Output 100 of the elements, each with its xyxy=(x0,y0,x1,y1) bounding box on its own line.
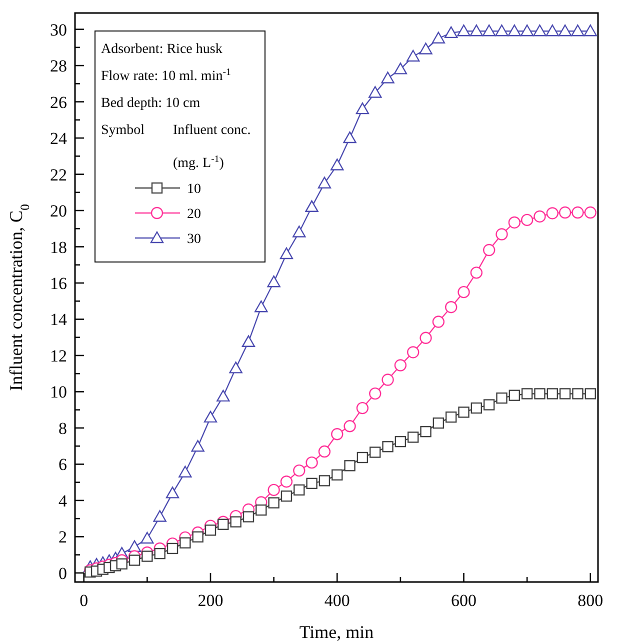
point xyxy=(496,228,508,240)
x-tick-label: 600 xyxy=(451,591,477,610)
point xyxy=(408,432,419,443)
y-tick-label: 28 xyxy=(50,56,67,76)
point xyxy=(191,440,204,452)
point xyxy=(432,417,444,429)
point xyxy=(242,335,256,347)
x-tick-label: 800 xyxy=(578,591,604,610)
point xyxy=(558,206,572,219)
point xyxy=(482,244,496,256)
point xyxy=(192,531,204,542)
point xyxy=(318,445,331,458)
y-tick-label: 20 xyxy=(50,202,67,221)
point xyxy=(584,206,596,219)
x-tick-label: 0 xyxy=(80,591,88,610)
point xyxy=(508,24,522,36)
point xyxy=(332,469,343,481)
point xyxy=(318,176,332,188)
point xyxy=(546,207,559,220)
point xyxy=(343,131,356,144)
point xyxy=(230,516,242,528)
x-tick-label: 400 xyxy=(324,591,350,610)
y-tick-label: 30 xyxy=(50,20,67,40)
point xyxy=(153,510,166,522)
y-tick-label: 14 xyxy=(50,310,68,330)
point xyxy=(294,484,305,496)
point xyxy=(268,484,280,496)
y-tick-label: 10 xyxy=(50,382,67,402)
point xyxy=(534,210,546,223)
point xyxy=(584,388,596,400)
point xyxy=(344,460,356,472)
point xyxy=(356,402,369,414)
point xyxy=(116,558,128,570)
point xyxy=(407,346,420,358)
point xyxy=(256,504,267,516)
y-tick-label: 0 xyxy=(58,564,67,583)
y-tick-label: 26 xyxy=(50,92,67,112)
x-tick-label: 200 xyxy=(198,591,224,610)
y-tick-label: 24 xyxy=(50,129,68,148)
point xyxy=(330,158,344,170)
point xyxy=(154,548,166,560)
point xyxy=(204,410,218,423)
point xyxy=(229,362,242,374)
y-tick-label: 2 xyxy=(58,528,67,547)
point xyxy=(267,275,280,288)
point xyxy=(356,102,370,114)
point xyxy=(483,399,495,410)
point xyxy=(382,441,394,452)
annotation: Adsorbent: Rice husk xyxy=(101,42,222,57)
point xyxy=(558,24,572,36)
point xyxy=(520,24,534,36)
annotation: Symbol xyxy=(101,123,145,138)
x-axis-title: Time, min xyxy=(299,622,374,642)
point xyxy=(432,32,446,44)
y-tick-label: 6 xyxy=(58,455,67,474)
legend-label: 20 xyxy=(187,207,201,222)
point xyxy=(496,392,508,404)
point xyxy=(140,532,154,544)
point xyxy=(280,476,293,488)
point xyxy=(382,374,394,386)
point xyxy=(280,490,292,502)
point xyxy=(178,466,192,478)
y-tick-label: 16 xyxy=(50,274,67,294)
point xyxy=(444,26,458,38)
point xyxy=(331,428,344,440)
point xyxy=(394,436,406,448)
point xyxy=(166,486,180,498)
point xyxy=(458,406,470,418)
point xyxy=(381,72,394,84)
y-tick-label: 18 xyxy=(50,238,67,257)
point xyxy=(470,402,482,414)
point xyxy=(533,24,546,36)
point xyxy=(470,24,484,36)
legend-label: 30 xyxy=(187,232,201,247)
point xyxy=(445,301,458,314)
point xyxy=(305,200,318,212)
point xyxy=(546,24,560,36)
point xyxy=(470,266,483,279)
point xyxy=(268,497,280,508)
point xyxy=(571,24,584,36)
point xyxy=(482,24,496,36)
point xyxy=(128,540,142,552)
point xyxy=(546,388,558,400)
legend-label: 10 xyxy=(187,182,201,197)
annotation: Bed depth: 10 cm xyxy=(101,96,200,111)
point xyxy=(216,390,230,402)
point xyxy=(280,247,294,260)
point xyxy=(394,359,407,372)
point xyxy=(306,478,318,490)
point xyxy=(495,24,508,36)
point xyxy=(584,24,597,36)
point xyxy=(370,446,381,458)
point xyxy=(254,300,268,312)
annotation: Flow rate: 10 ml. min$^{-1}$ xyxy=(101,66,231,84)
point xyxy=(204,524,216,536)
point xyxy=(369,387,382,400)
point xyxy=(218,518,229,530)
point xyxy=(521,388,533,400)
point xyxy=(508,390,520,401)
y-tick-label: 4 xyxy=(58,491,68,510)
